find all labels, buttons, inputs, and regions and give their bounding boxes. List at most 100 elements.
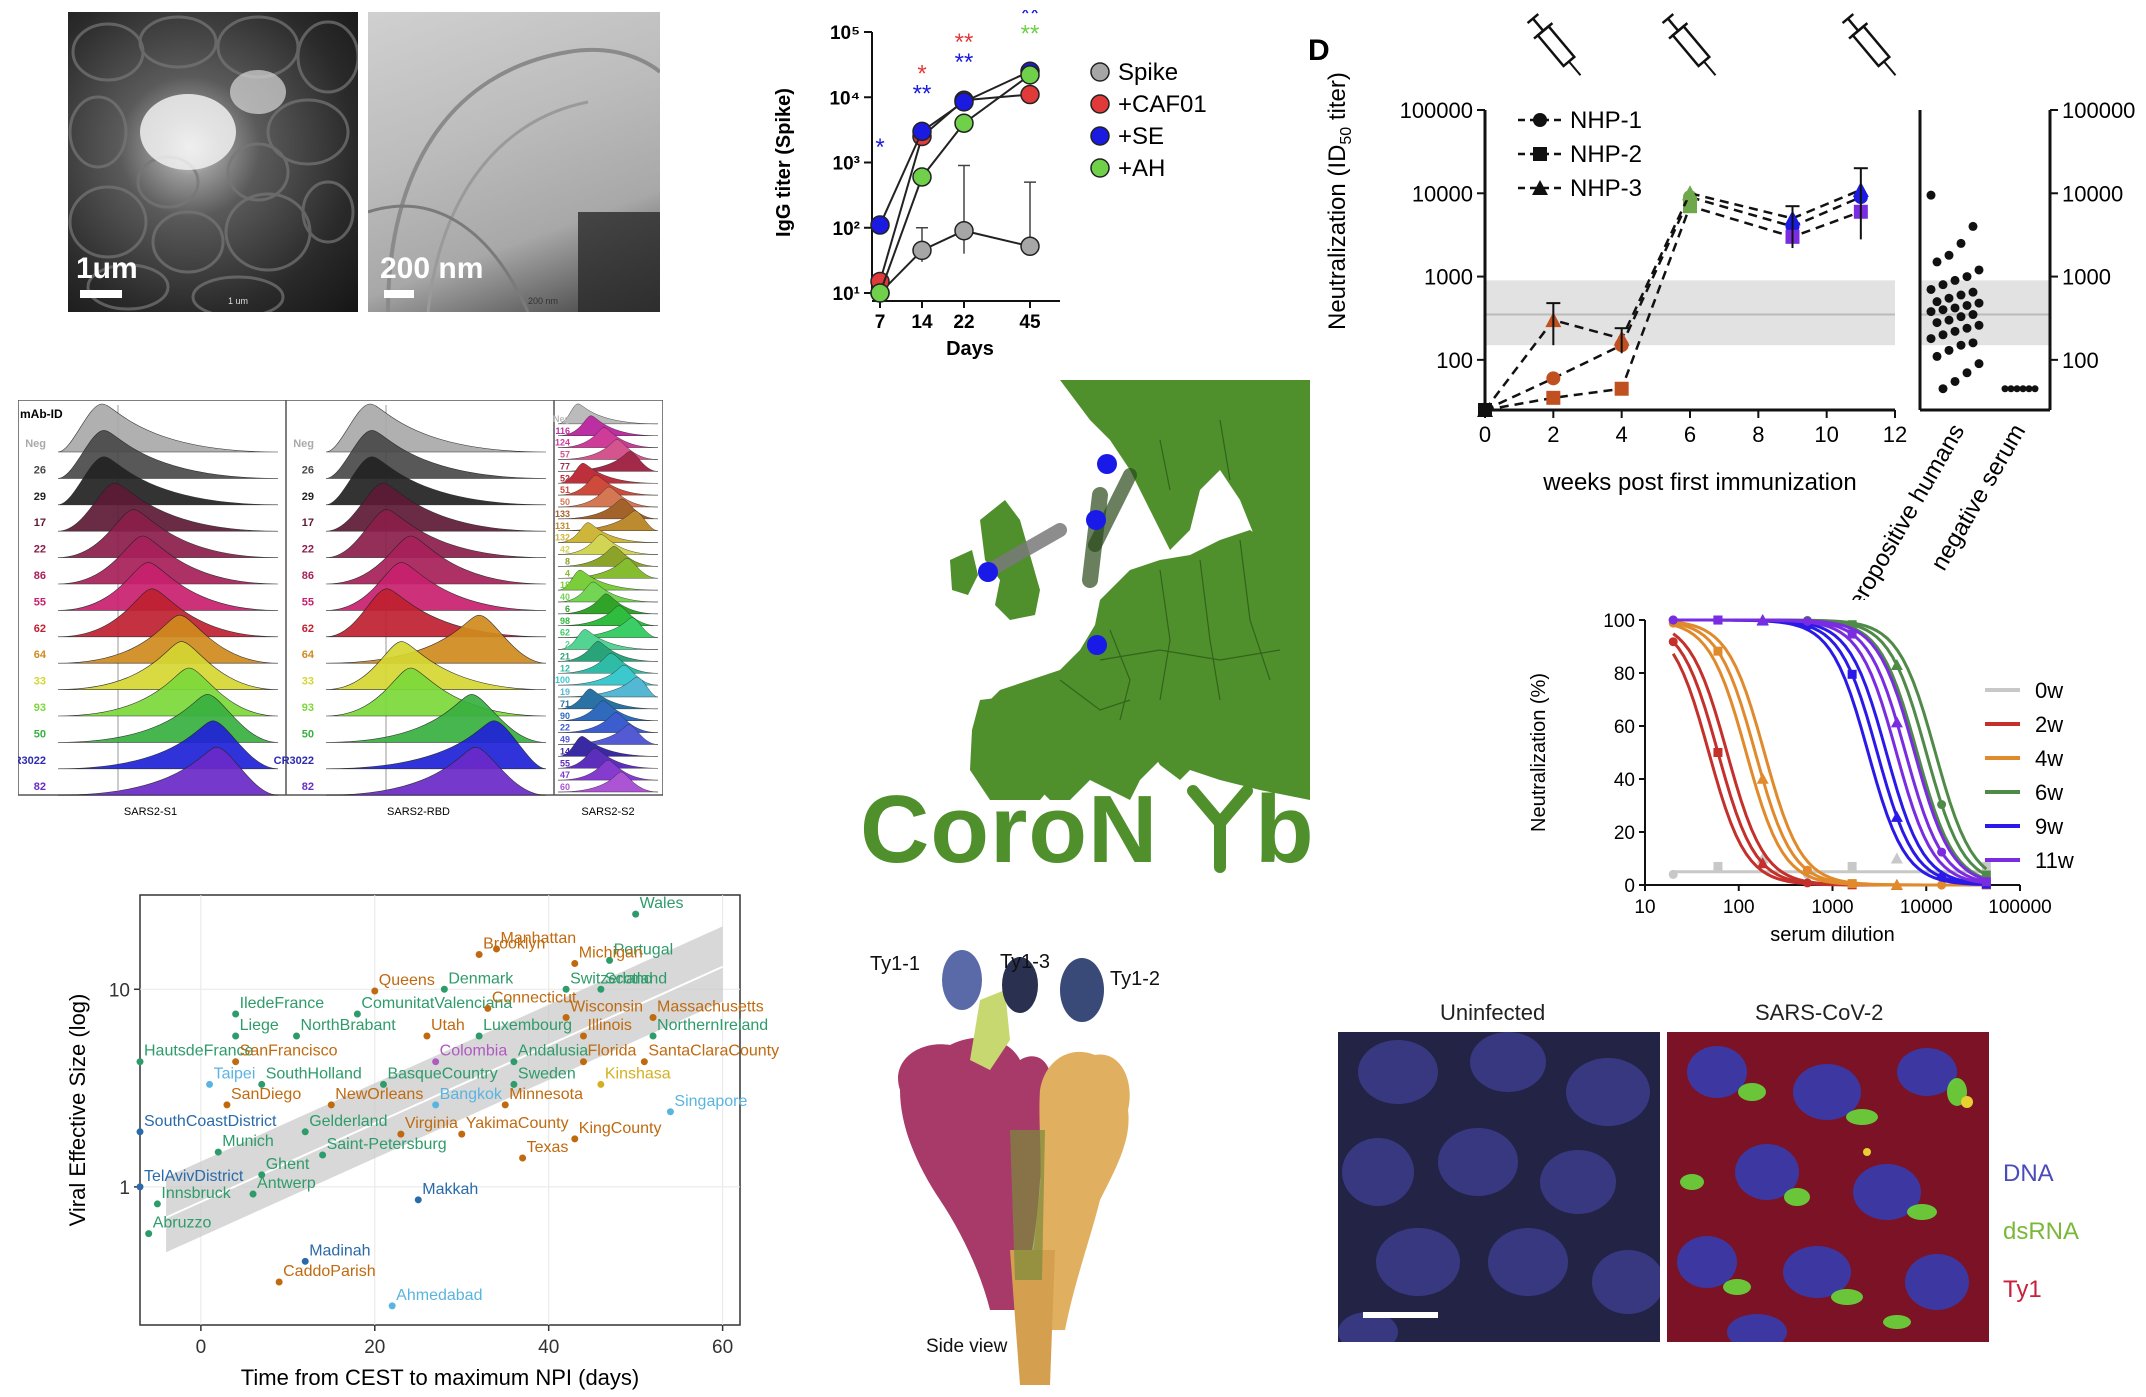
viral-point-label: Wisconsin <box>570 998 643 1015</box>
nhp-seropositive-point <box>1932 257 1942 267</box>
viral-point-label: Brooklyn <box>483 935 545 952</box>
label-ty1-2: Ty1-2 <box>1110 968 1160 990</box>
syringe-plunger <box>1666 17 1680 32</box>
nhp-seropositive-point <box>1956 290 1966 300</box>
viral-point-label: Gelderland <box>309 1113 387 1130</box>
nhp-point <box>1682 185 1698 201</box>
neut-y-tick-label: 0 <box>1624 876 1635 897</box>
viral-point <box>475 1032 483 1040</box>
viral-point-label: Utah <box>431 1017 465 1034</box>
viral-point-label: Colombia <box>440 1043 508 1060</box>
ridge-right-density <box>557 569 659 591</box>
ridge-right-label: 21 <box>560 651 570 661</box>
ridge-right-label: 131 <box>555 521 570 531</box>
nhp-seropositive-point <box>1950 326 1960 336</box>
viral-point <box>136 1183 144 1191</box>
viral-point <box>519 1154 527 1162</box>
viral-point <box>606 956 614 964</box>
nhp-seropositive-point <box>1968 338 1978 348</box>
neut-point <box>1937 872 1947 882</box>
viral-point <box>153 1200 161 1208</box>
viral-x-tick-label: 40 <box>538 1337 559 1358</box>
neut-legend-label: 9w <box>2035 814 2063 839</box>
ridge-right-density <box>557 415 659 436</box>
viral-point <box>388 1302 396 1310</box>
igg-y-tick-label: 10² <box>833 219 860 240</box>
ridge-row-label: 29 <box>34 491 46 503</box>
ridge-right-label: 2 <box>565 640 570 650</box>
nhp-chart: D 100 100 1000 1000 10000 10000 100000 100000 0 2 4… <box>1300 10 2146 624</box>
nhp-seropositive-point <box>1962 272 1972 282</box>
ridge-row-label: 82 <box>302 781 314 793</box>
viral-point <box>414 1196 422 1204</box>
neut-point <box>1713 861 1723 871</box>
viral-point-label: Virginia <box>405 1115 458 1132</box>
nhp-y-tick-label-right: 1000 <box>2062 265 2111 290</box>
viral-point-label: Bangkok <box>440 1086 503 1103</box>
viral-point <box>458 1130 466 1138</box>
ridge-row-label: Neg <box>25 438 46 450</box>
syringe-plunger <box>1531 17 1545 32</box>
viral-point-label: SanFrancisco <box>240 1043 338 1060</box>
neut-point <box>1756 772 1769 784</box>
viral-point-label: ComunitatValenciana <box>361 995 512 1012</box>
micro-left-title: Uninfected <box>1440 1000 1546 1025</box>
nhp-legend-marker <box>1533 113 1547 127</box>
ty1-3-nanobody <box>970 990 1010 1070</box>
micro-legend: DNA dsRNA Ty1 <box>2003 1160 2079 1304</box>
nhp-seropositive-point <box>1974 320 1984 330</box>
viral-point-label: Denmark <box>448 970 514 987</box>
ridge-right-label: 18 <box>560 580 570 590</box>
ridge-right-label: 52 <box>560 473 570 483</box>
ridge-right-density <box>557 771 659 793</box>
coronab-map: CoroN b <box>860 380 1320 883</box>
spike-gold <box>1030 1051 1130 1330</box>
ridge-right-density <box>557 463 659 484</box>
viral-point <box>301 1128 309 1136</box>
micro-infected-image <box>1667 1032 1989 1342</box>
ridge-right-label: 57 <box>560 450 570 460</box>
neut-x-tick-label: 10000 <box>1900 897 1953 918</box>
neut-point <box>1890 852 1903 864</box>
ty1-3-top <box>1002 957 1038 1013</box>
ridge-right-density <box>557 558 659 579</box>
ridge-left-header: mAb-ID <box>20 407 63 421</box>
neut-point <box>1802 865 1812 875</box>
syringe-plunger <box>1846 17 1860 32</box>
viral-point <box>136 1058 144 1066</box>
nhp-y-label-tail: titer) <box>1324 72 1351 127</box>
viral-point-label: SantaClaraCounty <box>648 1043 779 1060</box>
nhp-y-tick-label: 1000 <box>1424 265 1473 290</box>
em-right-scale-label: 200 nm <box>380 252 484 285</box>
nhp-seropositive-point <box>1974 265 1984 275</box>
ridge-density <box>57 535 279 585</box>
map-borders <box>1059 419 1281 721</box>
viral-point <box>597 985 605 993</box>
igg-legend-marker <box>1090 62 1110 82</box>
viral-point <box>510 1080 518 1088</box>
viral-point <box>571 960 579 968</box>
ridge-right-density <box>557 641 659 662</box>
igg-significance: ** <box>913 80 932 107</box>
nhp-seropositive-point <box>1938 305 1948 315</box>
igg-series-line <box>879 229 1031 294</box>
nhp-seropositive-point <box>1944 315 1954 325</box>
igg-legend-marker <box>1090 94 1110 114</box>
ridge-density <box>57 641 279 690</box>
viral-point-label: NorthBrabant <box>301 1017 397 1034</box>
viral-point-label: Queens <box>379 972 435 989</box>
viral-point-label: Ghent <box>266 1156 310 1173</box>
nhp-legend-label: NHP-2 <box>1570 141 1642 168</box>
neut-point <box>1713 646 1723 656</box>
neut-point <box>1802 878 1812 888</box>
ridge-right-density <box>557 700 659 721</box>
viral-point-label: Minnesota <box>509 1086 583 1103</box>
nhp-y-tick-label: 100 <box>1436 348 1473 373</box>
nhp-seropositive-point <box>1950 275 1960 285</box>
viral-point <box>258 1171 266 1179</box>
nhp-y-label-sub: 50 <box>1338 127 1355 145</box>
label-side-view: Side view <box>926 1336 1008 1357</box>
em-right-ruler-text: 200 nm <box>528 296 559 306</box>
syringe-needle <box>1568 60 1582 76</box>
nhp-seropositive-point <box>1938 330 1948 340</box>
